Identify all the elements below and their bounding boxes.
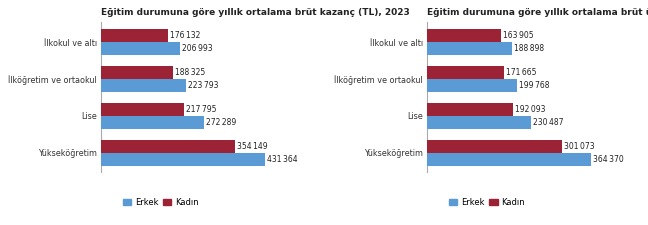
Text: 364 370: 364 370 (593, 155, 623, 164)
Bar (427, 79, 517, 92)
Text: 188 325: 188 325 (174, 68, 205, 77)
Text: 188 898: 188 898 (514, 44, 544, 53)
Bar (101, 66, 172, 79)
Bar (427, 103, 513, 116)
Text: 431 364: 431 364 (266, 155, 297, 164)
Text: 192 093: 192 093 (515, 105, 546, 114)
Bar (427, 66, 504, 79)
Bar (427, 42, 512, 55)
Text: 223 793: 223 793 (188, 81, 218, 90)
Bar (101, 42, 179, 55)
Text: 301 073: 301 073 (564, 142, 595, 151)
Bar (101, 116, 204, 129)
Legend: Erkek, Kadın: Erkek, Kadın (446, 194, 528, 210)
Text: Eğitim durumuna göre yıllık ortalama brüt kazanç (TL), 2023: Eğitim durumuna göre yıllık ortalama brü… (101, 8, 410, 17)
Bar (101, 29, 168, 42)
Text: 354 149: 354 149 (237, 142, 268, 151)
Bar (101, 103, 184, 116)
Bar (101, 140, 235, 153)
Text: 199 768: 199 768 (519, 81, 550, 90)
Bar (427, 29, 501, 42)
Bar (101, 153, 264, 166)
Bar (427, 153, 591, 166)
Text: 176 132: 176 132 (170, 31, 200, 40)
Legend: Erkek, Kadın: Erkek, Kadın (120, 194, 202, 210)
Bar (427, 116, 531, 129)
Text: 206 993: 206 993 (181, 44, 212, 53)
Text: 230 487: 230 487 (533, 118, 563, 127)
Text: Eğitim durumuna göre yıllık ortalama brüt ücret-maaş (TL), 2023: Eğitim durumuna göre yıllık ortalama brü… (427, 8, 648, 17)
Text: 163 905: 163 905 (503, 31, 533, 40)
Bar (101, 79, 186, 92)
Bar (427, 140, 562, 153)
Text: 272 289: 272 289 (206, 118, 237, 127)
Text: 171 665: 171 665 (506, 68, 537, 77)
Text: 217 795: 217 795 (186, 105, 216, 114)
